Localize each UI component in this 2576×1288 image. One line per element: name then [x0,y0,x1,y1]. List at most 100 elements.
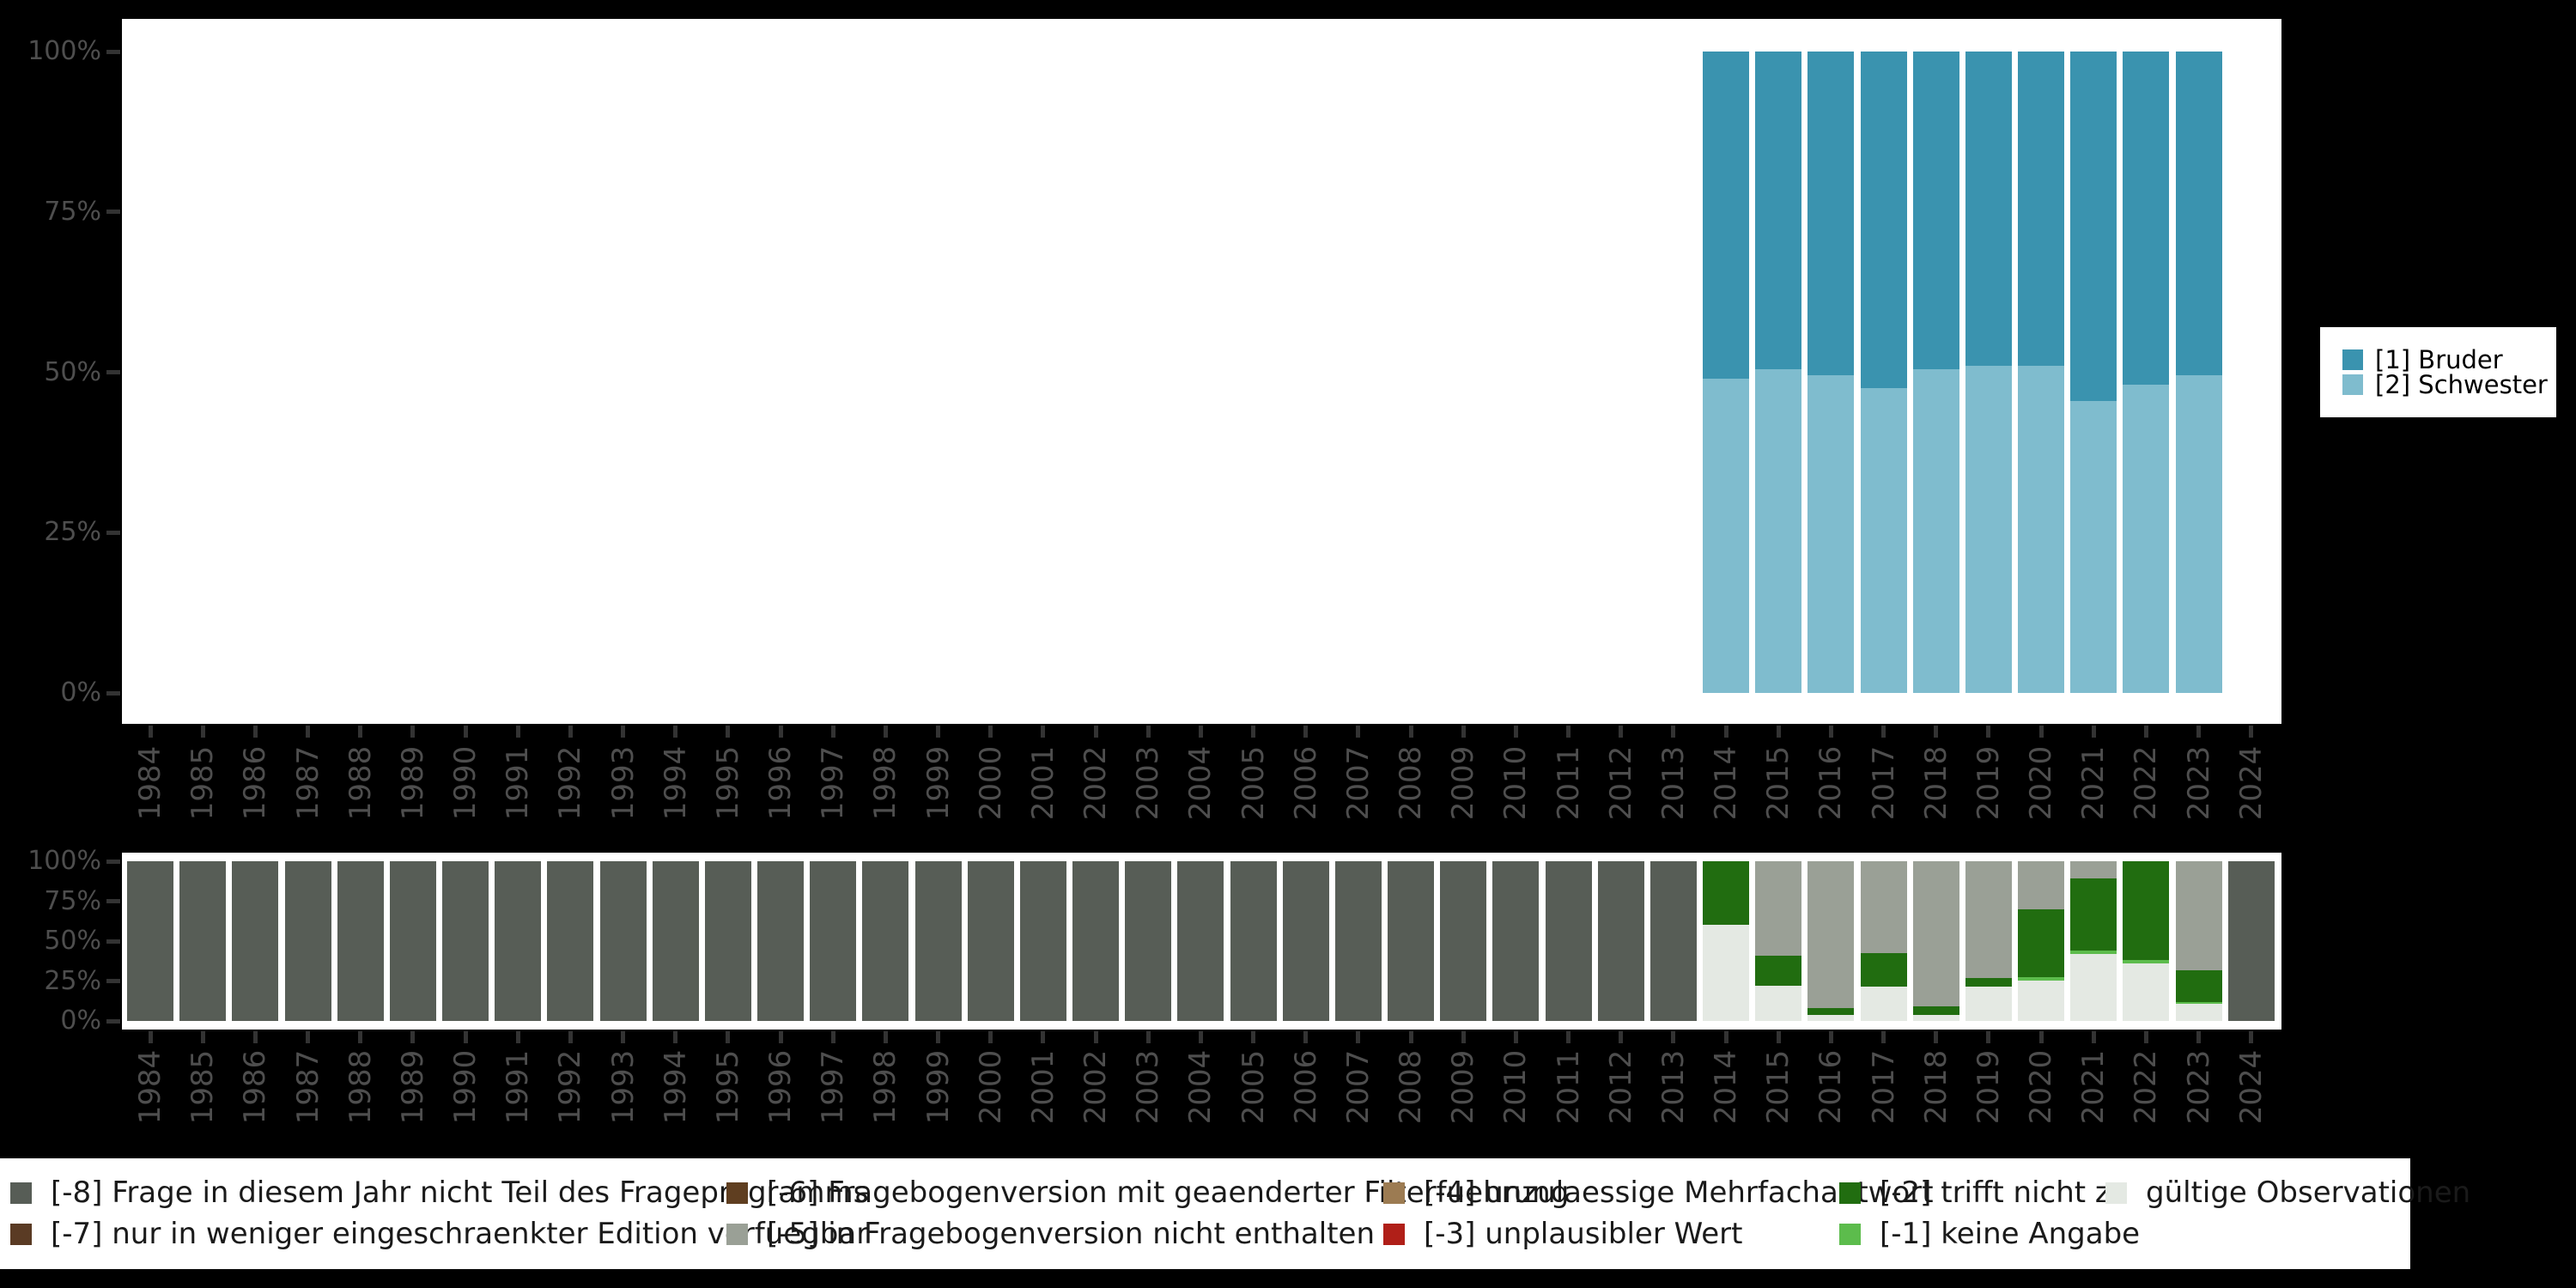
bar-segment [1807,861,1855,1009]
x-axis-tick [1408,726,1413,738]
x-axis-tick-label: 2008 [1394,745,1429,821]
bar-segment [967,861,1014,1021]
x-axis-tick [515,726,520,738]
x-axis-tick-label: 2016 [1814,745,1849,821]
x-axis-tick-label: 2011 [1551,1049,1586,1125]
bar-year-2016 [1807,861,1855,1021]
bar-year-2000 [967,861,1014,1021]
x-axis-tick-label: 1995 [710,745,745,821]
legend-swatch [2342,349,2363,370]
x-axis-tick [1723,1031,1728,1043]
bar-year-1998 [862,861,909,1021]
x-axis-tick [410,726,416,738]
x-axis-tick-label: 2015 [1761,745,1796,821]
x-axis-tick-label: 1989 [395,745,430,821]
x-axis-tick-label: 2002 [1078,1049,1114,1125]
x-axis-tick-label: 2009 [1446,745,1481,821]
x-axis-tick-label: 2007 [1340,745,1376,821]
bar-year-2007 [1334,861,1382,1021]
legend-swatch [1383,1182,1405,1204]
x-axis-tick [621,726,626,738]
x-axis-tick-label: 2023 [2181,1049,2216,1125]
x-axis-tick [1408,1031,1413,1043]
x-axis-tick-label: 1984 [133,745,167,821]
x-axis-tick [726,1031,731,1043]
legend-label: [-1] keine Angabe [1880,1217,2141,1251]
bar-year-2004 [1177,861,1224,1021]
legend-swatch [726,1182,748,1204]
bar-segment [2123,861,2170,961]
x-axis-tick-label: 1999 [920,745,956,821]
legend-label: [-5] in Fragebogenversion nicht enthalte… [767,1217,1376,1251]
bar-segment [704,861,751,1021]
y-axis-tick-label: 75% [44,196,101,227]
x-axis-tick [1303,726,1309,738]
bar-segment [1912,1006,1959,1015]
bar-segment [757,861,805,1021]
bar-segment [2123,52,2170,386]
bar-segment [2070,52,2117,402]
bar-segment [1807,1015,1855,1021]
x-axis-tick-label: 2008 [1394,1049,1429,1125]
x-axis-tick [1566,726,1571,738]
x-axis-tick-label: 1991 [501,745,536,821]
x-axis-tick [306,726,310,738]
bar-year-2016 [1807,52,1855,693]
bar-year-2020 [2018,861,2065,1021]
x-axis-tick-label: 1986 [238,745,273,821]
x-axis-tick-label: 2007 [1340,1049,1376,1125]
bar-year-2012 [1597,861,1644,1021]
x-axis-tick [1461,726,1466,738]
bar-year-2024 [2227,861,2275,1021]
legend-label: [-2] trifft nicht zu [1880,1176,2129,1210]
bar-year-1991 [495,861,542,1021]
x-axis-tick [1934,726,1939,738]
bar-year-2003 [1125,861,1172,1021]
x-axis-tick-label: 2024 [2233,1049,2269,1125]
legend-swatch [1383,1223,1405,1245]
bar-segment [914,861,962,1021]
x-axis-tick [1041,726,1046,738]
bar-segment [862,861,909,1021]
bar-segment [810,861,857,1021]
bar-segment [2018,366,2065,693]
x-axis-tick [1145,1031,1151,1043]
bar-segment [1755,986,1802,1021]
y-axis-tick-label: 50% [44,356,101,387]
x-axis-tick-label: 1989 [395,1049,430,1125]
x-axis-tick [1093,1031,1098,1043]
x-axis-tick-label: 2019 [1971,1049,2006,1125]
x-axis-tick [252,726,258,738]
legend-label: [-3] unplausibler Wert [1424,1217,1743,1251]
x-axis-tick-label: 1994 [658,745,693,821]
bar-segment [232,861,279,1021]
y-axis-tick-label: 0% [60,1005,101,1036]
bar-segment [442,861,489,1021]
legend-item: gültige Observationen [2105,1176,2470,1210]
x-axis-tick [252,1031,258,1043]
y-axis-tick [106,370,120,374]
x-axis-tick-label: 2024 [2233,745,2269,821]
legend-swatch [726,1223,748,1245]
x-axis-tick-label: 1992 [553,1049,588,1125]
x-axis-tick [673,1031,678,1043]
x-axis-tick [515,1031,520,1043]
x-axis-tick [1828,726,1833,738]
x-axis-tick [1671,726,1676,738]
legend-swatch [1839,1182,1861,1204]
x-axis-tick [621,1031,626,1043]
x-axis-tick-label: 2014 [1709,745,1744,821]
legend-item: [-1] keine Angabe [1839,1217,2141,1251]
bar-segment [2123,385,2170,693]
x-axis-tick [148,726,153,738]
bar-segment [1703,52,1750,379]
x-axis-tick [200,1031,205,1043]
bar-segment [1703,925,1750,1021]
x-axis-tick [2091,1031,2096,1043]
x-axis-tick [463,726,468,738]
x-axis-tick [2249,1031,2254,1043]
bar-year-2020 [2018,52,2065,693]
bar-segment [1649,861,1697,1021]
bar-segment [1755,52,1802,369]
x-axis-tick [306,1031,310,1043]
